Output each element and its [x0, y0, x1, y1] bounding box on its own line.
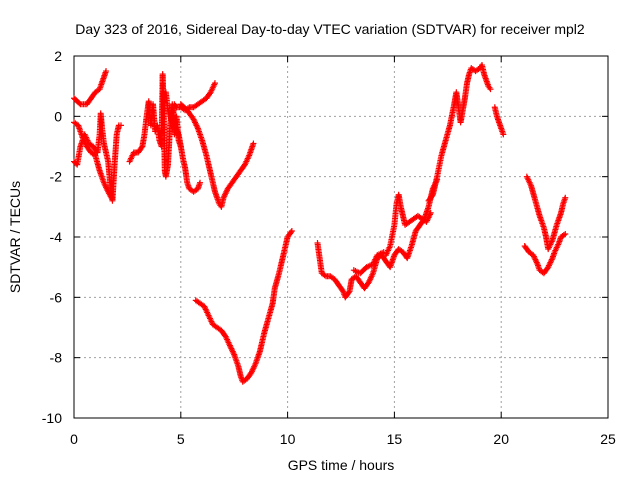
data-point [500, 131, 507, 138]
data-point [197, 179, 204, 186]
data-point [117, 122, 124, 129]
data-point [427, 209, 434, 216]
y-tick-label: -10 [42, 410, 62, 426]
data-point [428, 192, 435, 199]
data-point [288, 227, 295, 234]
y-tick-labels: -10 -8 -6 -4 -2 0 2 [42, 48, 62, 426]
x-tick-labels: 0 5 10 15 20 25 [70, 431, 616, 447]
x-axis-label: GPS time / hours [288, 457, 395, 473]
y-tick-label: 2 [54, 48, 62, 64]
data-points [71, 62, 569, 385]
data-point [288, 229, 295, 236]
y-tick-label: 0 [54, 108, 62, 124]
data-point [138, 144, 145, 151]
data-point [103, 68, 110, 75]
y-tick-label: -8 [50, 350, 63, 366]
y-tick-label: -2 [50, 169, 63, 185]
y-tick-label: -4 [50, 229, 63, 245]
data-point [562, 230, 569, 237]
chart-title: Day 323 of 2016, Sidereal Day-to-day VTE… [75, 21, 585, 37]
x-tick-label: 10 [280, 431, 296, 447]
data-point [562, 194, 569, 201]
data-point [250, 140, 257, 147]
x-tick-label: 25 [600, 431, 616, 447]
grid-lines [74, 56, 608, 418]
data-point [108, 194, 115, 201]
x-tick-label: 5 [177, 431, 185, 447]
data-point [345, 289, 352, 296]
y-tick-label: -6 [50, 289, 63, 305]
x-tick-label: 20 [493, 431, 509, 447]
y-axis-label: SDTVAR / TECUs [7, 181, 23, 293]
axis-ticks [73, 55, 609, 419]
data-point [76, 100, 83, 107]
data-point [487, 86, 494, 93]
data-point [211, 80, 218, 87]
x-tick-label: 0 [70, 431, 78, 447]
data-point [339, 287, 346, 294]
x-tick-label: 15 [387, 431, 403, 447]
